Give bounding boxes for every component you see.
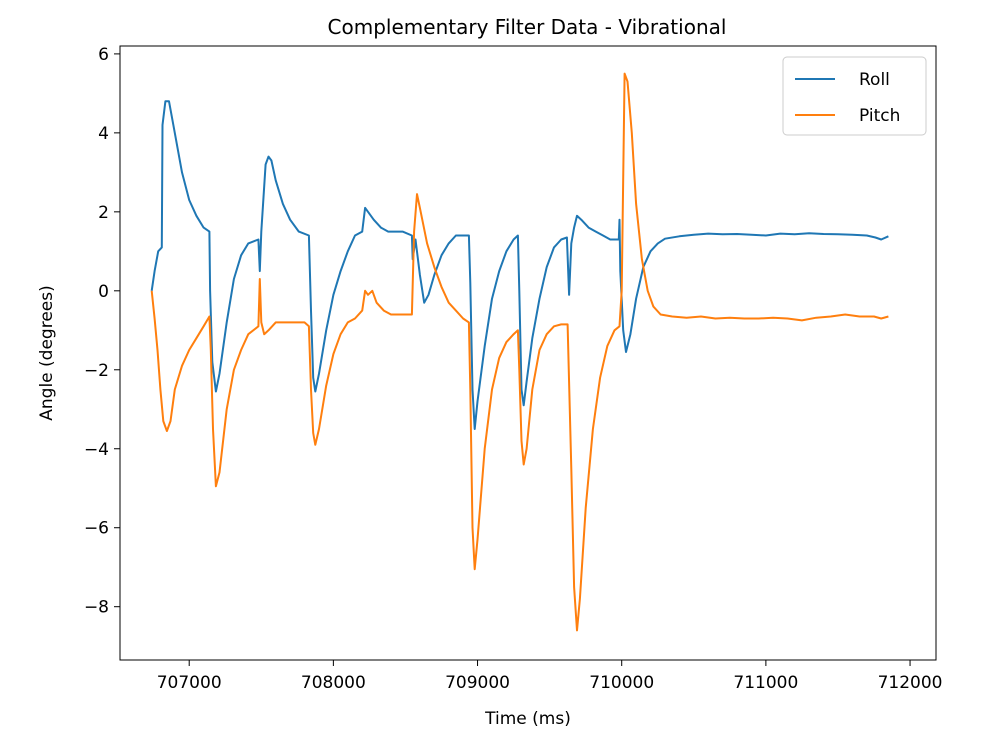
legend-box — [782, 56, 927, 136]
x-tick-label: 711000 — [733, 673, 798, 693]
chart-title: Complementary Filter Data - Vibrational — [328, 15, 727, 39]
x-tick-label: 709000 — [445, 673, 510, 693]
y-tick-label: −4 — [84, 440, 109, 460]
legend-label-pitch: Pitch — [859, 106, 900, 126]
series-line-roll — [150, 100, 889, 430]
y-tick-label: 6 — [98, 45, 109, 65]
plot-frame — [119, 45, 937, 661]
y-tick-label: −2 — [84, 361, 109, 381]
y-axis: 6 4 2 0 −2 −4 −6 −8 — [84, 45, 120, 618]
x-tick-label: 712000 — [878, 673, 943, 693]
x-tick-label: 707000 — [157, 673, 222, 693]
y-tick-label: 4 — [98, 124, 109, 144]
series-line-pitch — [150, 72, 889, 632]
x-axis-label: Time (ms) — [484, 709, 571, 729]
x-tick-label: 708000 — [301, 673, 366, 693]
y-axis-label: Angle (degrees) — [37, 285, 57, 420]
y-tick-label: −8 — [84, 598, 109, 618]
legend: Roll Pitch — [782, 56, 927, 136]
x-axis: 707000 708000 709000 710000 711000 712000 — [157, 660, 943, 693]
legend-label-roll: Roll — [859, 70, 890, 90]
plot-lines — [150, 72, 889, 632]
y-tick-label: −6 — [84, 519, 109, 539]
y-tick-label: 0 — [98, 282, 109, 302]
x-tick-label: 710000 — [589, 673, 654, 693]
y-tick-label: 2 — [98, 203, 109, 223]
